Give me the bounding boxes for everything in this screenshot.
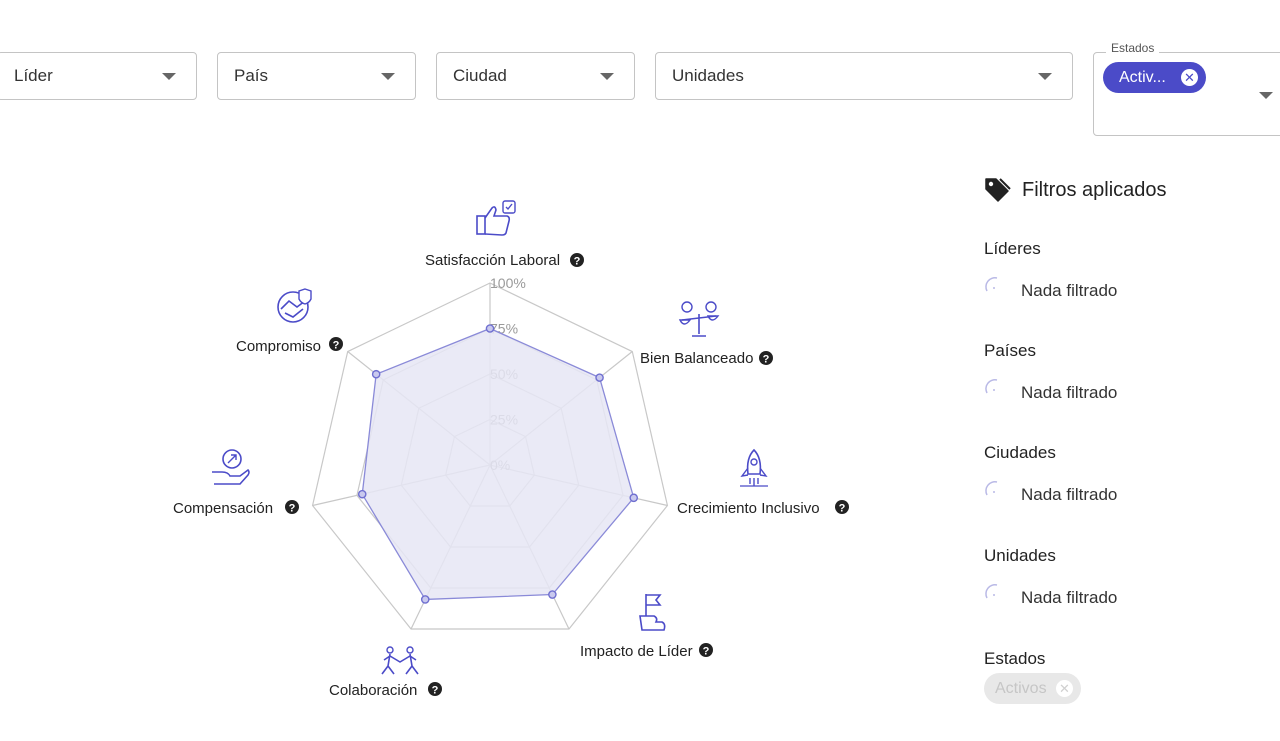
help-icon[interactable]	[835, 500, 849, 514]
axis-label-group: Compromiso?	[236, 288, 343, 355]
help-icon[interactable]	[759, 351, 773, 365]
loading-spinner-icon	[985, 584, 998, 599]
loading-spinner-icon	[985, 277, 998, 292]
data-point	[595, 373, 604, 382]
help-icon[interactable]	[428, 682, 442, 696]
rocket-icon	[740, 448, 768, 487]
teamwork-icon	[381, 646, 419, 675]
data-point	[357, 489, 367, 499]
chevron-down-icon	[381, 73, 395, 80]
help-icon-glyph: ?	[289, 503, 296, 515]
unidades-select-label: Unidades	[672, 66, 744, 85]
estado-chip-label: Activ...	[1119, 68, 1166, 86]
remove-chip-icon[interactable]: ✕	[1181, 69, 1198, 86]
help-icon-glyph: ?	[432, 685, 439, 697]
balance-icon	[678, 301, 720, 337]
filter-value-lideres: Nada filtrado	[1021, 281, 1118, 300]
unidades-select[interactable]: Unidades	[655, 52, 1073, 100]
axis-label-group: Crecimiento Inclusivo?	[677, 448, 849, 517]
axis-label: Compromiso	[236, 338, 321, 355]
loading-spinner-icon	[985, 481, 998, 496]
axis-label: Crecimiento Inclusivo	[677, 500, 820, 517]
axis-label-group: Colaboración?	[329, 646, 442, 699]
axis-label: Compensación	[173, 500, 273, 517]
axis-label-group: Satisfacción Laboral?	[425, 200, 584, 269]
help-icon[interactable]	[285, 500, 299, 514]
tick-label: 100%	[490, 275, 526, 291]
help-icon-glyph: ?	[703, 646, 710, 658]
radar-chart: 0%25%50%75%100% Satisfacción Laboral?Bie…	[173, 200, 849, 699]
filter-heading-lideres: Líderes	[984, 239, 1041, 258]
pais-select-label: País	[234, 66, 269, 85]
remove-chip-icon: ✕	[1056, 680, 1073, 697]
radar-series	[357, 324, 639, 604]
axis-label: Bien Balanceado	[640, 350, 753, 367]
help-icon-glyph: ?	[839, 503, 846, 515]
estado-chip-activos[interactable]: Activ... ✕	[1103, 62, 1206, 93]
tag-icon	[985, 178, 1011, 202]
money-hand-icon	[212, 449, 250, 485]
axis-label-group: Compensación?	[173, 449, 299, 517]
flag-hand-icon	[639, 594, 666, 631]
thumbs-up-icon	[476, 200, 516, 236]
chevron-down-icon[interactable]	[1259, 92, 1273, 99]
loading-spinner-icon	[985, 379, 998, 394]
estado-chip-disabled: Activos ✕	[984, 673, 1081, 704]
filter-value-paises: Nada filtrado	[1021, 383, 1118, 402]
help-icon[interactable]	[329, 337, 343, 351]
lider-select-label: Líder	[14, 66, 53, 85]
pais-select[interactable]: País	[217, 52, 416, 100]
help-icon[interactable]	[570, 253, 584, 267]
filter-value-unidades: Nada filtrado	[1021, 588, 1118, 607]
chevron-down-icon	[1038, 73, 1052, 80]
data-point	[420, 595, 430, 604]
axis-label-group: Impacto de Líder?	[580, 594, 713, 660]
data-point	[371, 369, 381, 379]
axis-label: Impacto de Líder	[580, 643, 693, 660]
help-icon-glyph: ?	[333, 340, 340, 352]
filter-heading-ciudades: Ciudades	[984, 443, 1056, 462]
chevron-down-icon	[162, 73, 176, 80]
ciudad-select-label: Ciudad	[453, 66, 507, 85]
ciudad-select[interactable]: Ciudad	[436, 52, 635, 100]
help-icon-glyph: ?	[574, 256, 581, 268]
axis-label: Colaboración	[329, 682, 417, 699]
help-icon[interactable]	[699, 643, 713, 657]
radar-axis-labels: Satisfacción Laboral ?Bien Balanceado ?Cre…	[173, 200, 849, 699]
estado-chip-disabled-label: Activos	[995, 679, 1047, 697]
grid-ring	[311, 282, 669, 630]
series-area	[361, 327, 635, 601]
chevron-down-icon	[600, 73, 614, 80]
lider-select[interactable]: Líder	[0, 52, 197, 100]
axis-label-group: Bien Balanceado?	[640, 301, 773, 367]
data-point	[548, 590, 557, 599]
data-point	[485, 324, 495, 333]
data-point	[629, 493, 639, 503]
filter-heading-paises: Países	[984, 341, 1036, 360]
filter-heading-estados: Estados	[984, 649, 1046, 668]
handshake-icon	[277, 288, 312, 323]
estados-select-label: Estados	[1106, 41, 1160, 55]
axis-label: Satisfacción Laboral	[425, 252, 560, 269]
help-icon-glyph: ?	[763, 354, 770, 366]
applied-filters-title: Filtros aplicados	[1022, 179, 1167, 201]
filter-heading-unidades: Unidades	[984, 546, 1056, 565]
filter-value-ciudades: Nada filtrado	[1021, 485, 1118, 504]
